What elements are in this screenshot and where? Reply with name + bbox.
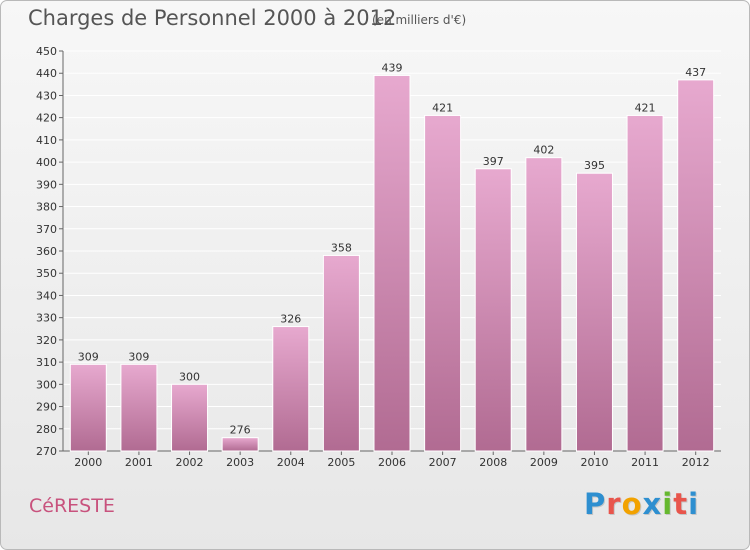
logo-letter: i bbox=[688, 487, 700, 521]
y-tick-label: 360 bbox=[36, 245, 57, 258]
y-tick-label: 430 bbox=[36, 89, 57, 102]
y-tick-label: 300 bbox=[36, 378, 57, 391]
logo-letter: P bbox=[584, 487, 607, 521]
bar bbox=[373, 74, 411, 452]
x-tick-label: 2005 bbox=[327, 456, 355, 469]
y-tick-label: 270 bbox=[36, 445, 57, 458]
x-tick-label: 2006 bbox=[378, 456, 406, 469]
y-tick-label: 340 bbox=[36, 289, 57, 302]
bar bbox=[474, 168, 512, 452]
y-tick-label: 330 bbox=[36, 312, 57, 325]
bar bbox=[575, 172, 613, 452]
y-tick-label: 320 bbox=[36, 334, 57, 347]
data-label: 300 bbox=[179, 370, 200, 383]
x-tick-label: 2002 bbox=[176, 456, 204, 469]
y-tick-label: 390 bbox=[36, 178, 57, 191]
logo-letter: x bbox=[642, 487, 663, 521]
data-label: 421 bbox=[635, 101, 656, 114]
bars bbox=[69, 74, 715, 452]
data-label: 358 bbox=[331, 241, 352, 254]
bar bbox=[322, 254, 360, 452]
data-label: 309 bbox=[128, 350, 149, 363]
x-tick-label: 2003 bbox=[226, 456, 254, 469]
x-tick-label: 2008 bbox=[479, 456, 507, 469]
bar bbox=[221, 437, 259, 452]
y-tick-label: 370 bbox=[36, 223, 57, 236]
x-tick-label: 2010 bbox=[580, 456, 608, 469]
bar bbox=[120, 363, 158, 452]
data-label: 437 bbox=[685, 66, 706, 79]
bar bbox=[171, 383, 209, 452]
x-tick-label: 2012 bbox=[682, 456, 710, 469]
data-label: 402 bbox=[533, 144, 554, 157]
bar bbox=[272, 326, 310, 452]
data-label: 395 bbox=[584, 159, 605, 172]
bar bbox=[424, 114, 462, 452]
y-tick-label: 400 bbox=[36, 156, 57, 169]
y-tick-label: 280 bbox=[36, 423, 57, 436]
chart-subtitle: (en milliers d'€) bbox=[372, 13, 467, 27]
data-label: 276 bbox=[230, 424, 251, 437]
x-tick-label: 2011 bbox=[631, 456, 659, 469]
x-tick-label: 2004 bbox=[277, 456, 305, 469]
logo-letter: i bbox=[662, 487, 674, 521]
data-label: 439 bbox=[382, 61, 403, 74]
y-tick-label: 420 bbox=[36, 112, 57, 125]
y-tick-label: 450 bbox=[36, 45, 57, 58]
logo-letter: r bbox=[606, 487, 622, 521]
y-tick-label: 410 bbox=[36, 134, 57, 147]
x-tick-label: 2001 bbox=[125, 456, 153, 469]
y-tick-label: 380 bbox=[36, 201, 57, 214]
commune-name: CéRESTE bbox=[29, 495, 115, 517]
chart-title: Charges de Personnel 2000 à 2012 bbox=[28, 6, 397, 30]
y-tick-label: 310 bbox=[36, 356, 57, 369]
y-tick-label: 350 bbox=[36, 267, 57, 280]
logo-letter: t bbox=[673, 487, 689, 521]
data-label: 309 bbox=[78, 350, 99, 363]
data-label: 326 bbox=[280, 313, 301, 326]
x-tick-label: 2009 bbox=[530, 456, 558, 469]
bar bbox=[677, 79, 715, 452]
proxiti-logo: Proxiti bbox=[584, 487, 699, 521]
data-label: 421 bbox=[432, 101, 453, 114]
logo-letter: o bbox=[621, 487, 643, 521]
x-tick-label: 2007 bbox=[429, 456, 457, 469]
y-tick-label: 440 bbox=[36, 67, 57, 80]
data-label: 397 bbox=[483, 155, 504, 168]
bar bbox=[69, 363, 107, 452]
x-tick-label: 2000 bbox=[74, 456, 102, 469]
bar bbox=[626, 114, 664, 452]
labels: 270 280 290 300 310 320 330 340 350 360 370 380 390 4… bbox=[36, 45, 710, 469]
bar bbox=[525, 157, 563, 452]
y-tick-label: 290 bbox=[36, 401, 57, 414]
